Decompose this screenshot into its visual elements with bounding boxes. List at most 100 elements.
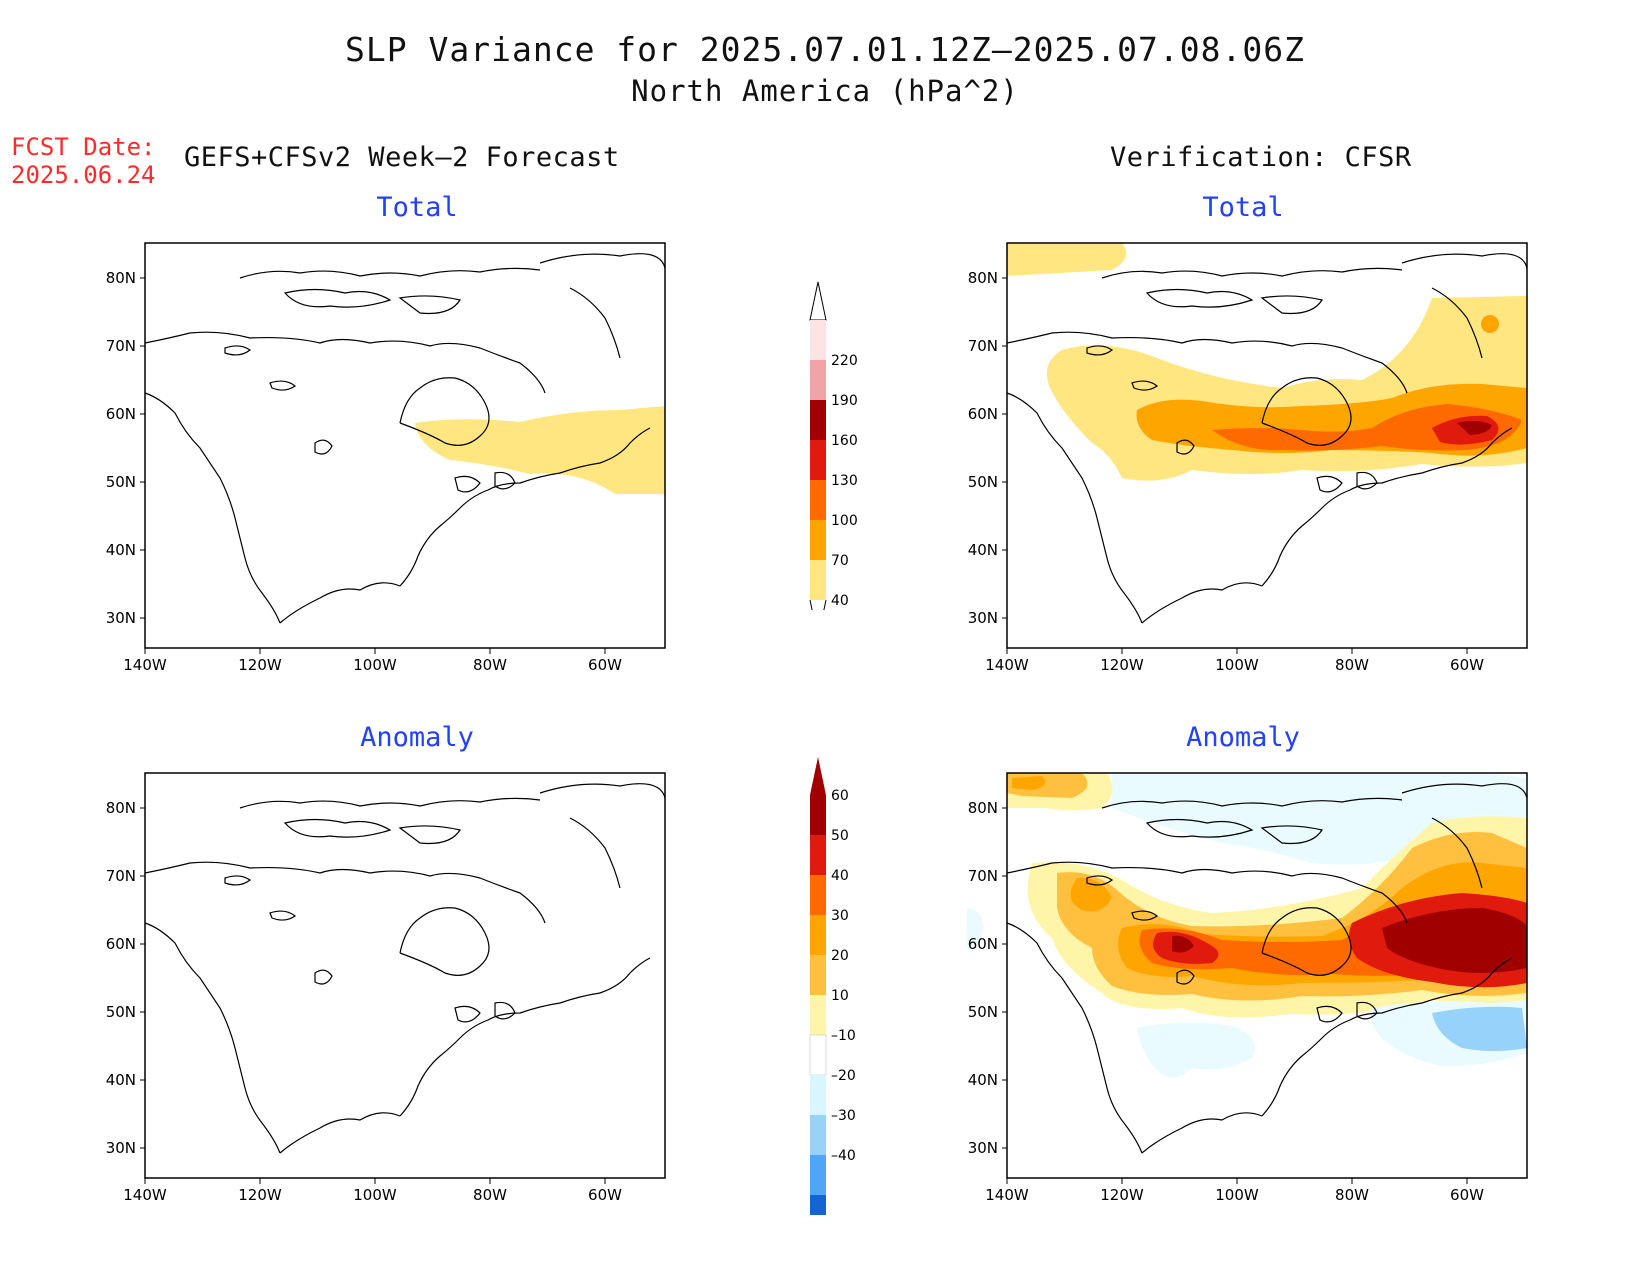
map-frame: 80N 70N 60N 50N 40N 30N 140W 120W 100W 80W 60W <box>968 772 1528 1204</box>
coastline <box>1006 861 1293 877</box>
verif-anomaly-fill <box>967 773 1527 1078</box>
verif-total-map: 80N 70N 60N 50N 40N 30N 140W 120W 100W 80W 60W <box>962 238 1532 688</box>
colorbar-top-arrow <box>809 281 827 321</box>
coastline <box>1356 1001 1378 1020</box>
coastline <box>1316 475 1343 493</box>
lat-tick-label: 50N <box>968 1003 998 1021</box>
colorbar-swatch <box>810 1115 826 1155</box>
coastline <box>283 288 392 308</box>
coastline <box>429 342 546 394</box>
coastline <box>1261 992 1463 1117</box>
total-colorbar: 220 190 160 130 100 70 40 <box>790 280 880 610</box>
coastline <box>1101 797 1403 809</box>
coastline <box>269 380 297 391</box>
colorbar-label: 10 <box>831 988 849 1004</box>
coastline <box>494 1001 516 1020</box>
coastline <box>1141 1112 1263 1154</box>
fcst-total-panel-title: Total <box>376 192 458 223</box>
coastline <box>1086 875 1114 886</box>
colorbar-swatch <box>810 835 826 875</box>
lat-tick-label: 80N <box>968 799 998 817</box>
colorbar-label: 20 <box>831 948 849 964</box>
map-border <box>144 242 666 649</box>
colorbar-label: 160 <box>831 433 858 449</box>
lat-tick-label: 30N <box>106 609 136 627</box>
verif-anomaly-panel-title: Anomaly <box>1186 722 1300 753</box>
lon-tick-label: 140W <box>985 656 1029 674</box>
lat-tick-label: 50N <box>106 473 136 491</box>
coastline <box>279 1112 401 1154</box>
coastline <box>1401 253 1528 269</box>
coastline <box>1176 439 1195 455</box>
coastline <box>1006 392 1143 624</box>
lon-tick-label: 100W <box>1215 656 1259 674</box>
colorbar-swatch <box>810 955 826 995</box>
coastline <box>1006 922 1143 1154</box>
coastline <box>144 331 431 347</box>
coastline <box>1145 818 1254 838</box>
lon-tick-label: 120W <box>1100 1186 1144 1204</box>
coastline <box>1261 462 1463 587</box>
coastline <box>1145 288 1254 308</box>
coastline <box>454 475 481 493</box>
map-frame: 80N 70N 60N 50N 40N 30N 140W 120W 100W 80W 60W <box>106 772 666 1204</box>
coastline <box>399 377 490 446</box>
colorbar-swatch <box>810 875 826 915</box>
coastline <box>599 957 651 994</box>
main-subtitle: North America (hPa^2) <box>631 74 1019 108</box>
lat-tick-label: 70N <box>106 337 136 355</box>
colorbar-label: 30 <box>831 908 849 924</box>
coastline <box>279 582 401 624</box>
coastline <box>398 825 461 845</box>
coastline <box>399 462 601 587</box>
lat-tick-label: 70N <box>968 867 998 885</box>
coastline <box>539 783 666 799</box>
verif-total-fill <box>1007 243 1527 481</box>
map-frame: 80N 70N 60N 50N 40N 30N 140W 120W 100W 80W 60W <box>106 242 666 674</box>
coastline <box>1131 380 1159 391</box>
coastline <box>1461 957 1513 994</box>
lon-tick-label: 100W <box>1215 1186 1259 1204</box>
colorbar-label: –40 <box>831 1148 856 1164</box>
lat-tick-label: 30N <box>968 1139 998 1157</box>
coastline <box>1260 825 1323 845</box>
coastlines <box>144 253 666 624</box>
lat-tick-label: 50N <box>106 1003 136 1021</box>
colorbar-top-arrow <box>810 757 826 795</box>
map-border <box>1006 772 1528 1179</box>
lon-tick-label: 60W <box>588 1186 622 1204</box>
colorbar-swatch <box>810 520 826 560</box>
coastlines <box>1006 253 1528 624</box>
lat-tick-label: 80N <box>106 799 136 817</box>
coastline <box>314 439 333 455</box>
colorbar-swatch <box>810 480 826 520</box>
lon-tick-label: 100W <box>353 1186 397 1204</box>
lat-tick-label: 80N <box>968 269 998 287</box>
colorbar-swatch <box>810 560 826 600</box>
lat-tick-label: 60N <box>106 935 136 953</box>
colorbar-swatch <box>810 440 826 480</box>
colorbar-label: 70 <box>831 553 849 569</box>
coastline <box>399 907 490 976</box>
colorbar-swatch <box>810 1195 826 1215</box>
lat-tick-label: 60N <box>106 405 136 423</box>
fcst-total-fill <box>415 406 665 494</box>
coastline <box>569 287 621 359</box>
colorbar-label: 130 <box>831 473 858 489</box>
coastline <box>1176 969 1195 985</box>
coastline <box>539 253 666 269</box>
coastline <box>239 267 541 279</box>
coastline <box>1461 427 1513 464</box>
coastline <box>1291 342 1408 394</box>
coastline <box>1131 910 1159 921</box>
forecast-column-title: GEFS+CFSv2 Week–2 Forecast <box>184 142 620 173</box>
coastline <box>283 818 392 838</box>
colorbar-label: 190 <box>831 393 858 409</box>
map-border <box>144 772 666 1179</box>
coastline <box>1261 377 1352 446</box>
colorbar-label: –20 <box>831 1068 856 1084</box>
colorbar-swatch <box>810 400 826 440</box>
colorbar-swatch <box>809 1034 827 1076</box>
lat-tick-label: 60N <box>968 935 998 953</box>
coastline <box>1086 345 1114 356</box>
